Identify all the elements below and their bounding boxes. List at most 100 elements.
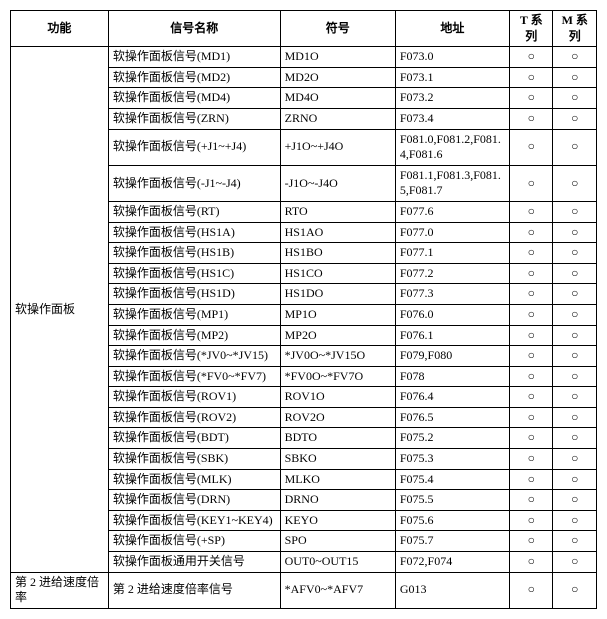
- cell-m: ○: [553, 346, 597, 367]
- cell-symbol: MP1O: [280, 304, 395, 325]
- cell-m: ○: [553, 284, 597, 305]
- cell-addr: F075.6: [395, 510, 509, 531]
- cell-t: ○: [509, 284, 552, 305]
- header-func: 功能: [11, 11, 109, 47]
- cell-addr: F077.3: [395, 284, 509, 305]
- cell-symbol: SPO: [280, 531, 395, 552]
- cell-name: 软操作面板信号(ROV1): [108, 387, 280, 408]
- cell-t: ○: [509, 366, 552, 387]
- cell-name: 软操作面板信号(ROV2): [108, 407, 280, 428]
- header-m: M 系列: [553, 11, 597, 47]
- cell-t: ○: [509, 243, 552, 264]
- cell-t: ○: [509, 469, 552, 490]
- cell-name: 软操作面板信号(MP1): [108, 304, 280, 325]
- cell-t: ○: [509, 263, 552, 284]
- cell-t: ○: [509, 129, 552, 165]
- cell-addr: F075.3: [395, 449, 509, 470]
- cell-symbol: KEYO: [280, 510, 395, 531]
- cell-symbol: DRNO: [280, 490, 395, 511]
- cell-t: ○: [509, 490, 552, 511]
- cell-m: ○: [553, 67, 597, 88]
- cell-symbol: MLKO: [280, 469, 395, 490]
- cell-symbol: MP2O: [280, 325, 395, 346]
- cell-symbol: HS1AO: [280, 222, 395, 243]
- cell-name: 软操作面板信号(MP2): [108, 325, 280, 346]
- cell-addr: F073.2: [395, 88, 509, 109]
- cell-addr: F079,F080: [395, 346, 509, 367]
- cell-t: ○: [509, 552, 552, 573]
- cell-name: 软操作面板信号(KEY1~KEY4): [108, 510, 280, 531]
- cell-t: ○: [509, 88, 552, 109]
- cell-t: ○: [509, 510, 552, 531]
- cell-name: 软操作面板信号(+J1~+J4): [108, 129, 280, 165]
- cell-m: ○: [553, 407, 597, 428]
- cell-name: 软操作面板信号(*JV0~*JV15): [108, 346, 280, 367]
- cell-name: 软操作面板信号(HS1B): [108, 243, 280, 264]
- cell-name: 软操作面板信号(-J1~-J4): [108, 165, 280, 201]
- cell-addr: F075.4: [395, 469, 509, 490]
- cell-name: 第 2 进给速度倍率信号: [108, 572, 280, 608]
- cell-m: ○: [553, 165, 597, 201]
- signal-table: 功能 信号名称 符号 地址 T 系列 M 系列 软操作面板软操作面板信号(MD1…: [10, 10, 597, 609]
- cell-symbol: ROV2O: [280, 407, 395, 428]
- cell-symbol: MD2O: [280, 67, 395, 88]
- cell-t: ○: [509, 387, 552, 408]
- cell-symbol: *JV0O~*JV15O: [280, 346, 395, 367]
- cell-m: ○: [553, 428, 597, 449]
- cell-m: ○: [553, 222, 597, 243]
- cell-addr: F075.7: [395, 531, 509, 552]
- cell-symbol: HS1CO: [280, 263, 395, 284]
- cell-symbol: -J1O~-J4O: [280, 165, 395, 201]
- cell-name: 软操作面板信号(MLK): [108, 469, 280, 490]
- cell-m: ○: [553, 47, 597, 68]
- cell-t: ○: [509, 201, 552, 222]
- header-name: 信号名称: [108, 11, 280, 47]
- cell-addr: F076.0: [395, 304, 509, 325]
- cell-symbol: ZRNO: [280, 108, 395, 129]
- cell-symbol: OUT0~OUT15: [280, 552, 395, 573]
- group-label-cell: 软操作面板: [11, 47, 109, 572]
- cell-name: 软操作面板信号(MD2): [108, 67, 280, 88]
- cell-name: 软操作面板信号(MD1): [108, 47, 280, 68]
- cell-m: ○: [553, 531, 597, 552]
- cell-m: ○: [553, 449, 597, 470]
- cell-m: ○: [553, 325, 597, 346]
- cell-addr: F078: [395, 366, 509, 387]
- cell-addr: F077.2: [395, 263, 509, 284]
- cell-addr: F072,F074: [395, 552, 509, 573]
- cell-t: ○: [509, 67, 552, 88]
- cell-addr: F073.4: [395, 108, 509, 129]
- cell-name: 软操作面板信号(BDT): [108, 428, 280, 449]
- cell-addr: F075.2: [395, 428, 509, 449]
- cell-t: ○: [509, 428, 552, 449]
- cell-symbol: MD4O: [280, 88, 395, 109]
- cell-m: ○: [553, 304, 597, 325]
- header-symbol: 符号: [280, 11, 395, 47]
- cell-name: 软操作面板信号(*FV0~*FV7): [108, 366, 280, 387]
- cell-t: ○: [509, 304, 552, 325]
- cell-symbol: BDTO: [280, 428, 395, 449]
- cell-name: 软操作面板信号(RT): [108, 201, 280, 222]
- cell-symbol: *FV0O~*FV7O: [280, 366, 395, 387]
- cell-addr: F081.0,F081.2,F081.4,F081.6: [395, 129, 509, 165]
- cell-m: ○: [553, 201, 597, 222]
- cell-addr: F075.5: [395, 490, 509, 511]
- cell-t: ○: [509, 108, 552, 129]
- cell-t: ○: [509, 449, 552, 470]
- cell-addr: F081.1,F081.3,F081.5,F081.7: [395, 165, 509, 201]
- header-addr: 地址: [395, 11, 509, 47]
- cell-symbol: +J1O~+J4O: [280, 129, 395, 165]
- cell-t: ○: [509, 531, 552, 552]
- cell-symbol: MD1O: [280, 47, 395, 68]
- cell-addr: G013: [395, 572, 509, 608]
- cell-addr: F073.0: [395, 47, 509, 68]
- cell-name: 软操作面板信号(DRN): [108, 490, 280, 511]
- cell-name: 软操作面板通用开关信号: [108, 552, 280, 573]
- cell-name: 软操作面板信号(+SP): [108, 531, 280, 552]
- cell-t: ○: [509, 47, 552, 68]
- cell-m: ○: [553, 366, 597, 387]
- cell-addr: F077.0: [395, 222, 509, 243]
- cell-name: 软操作面板信号(HS1D): [108, 284, 280, 305]
- cell-t: ○: [509, 407, 552, 428]
- cell-t: ○: [509, 572, 552, 608]
